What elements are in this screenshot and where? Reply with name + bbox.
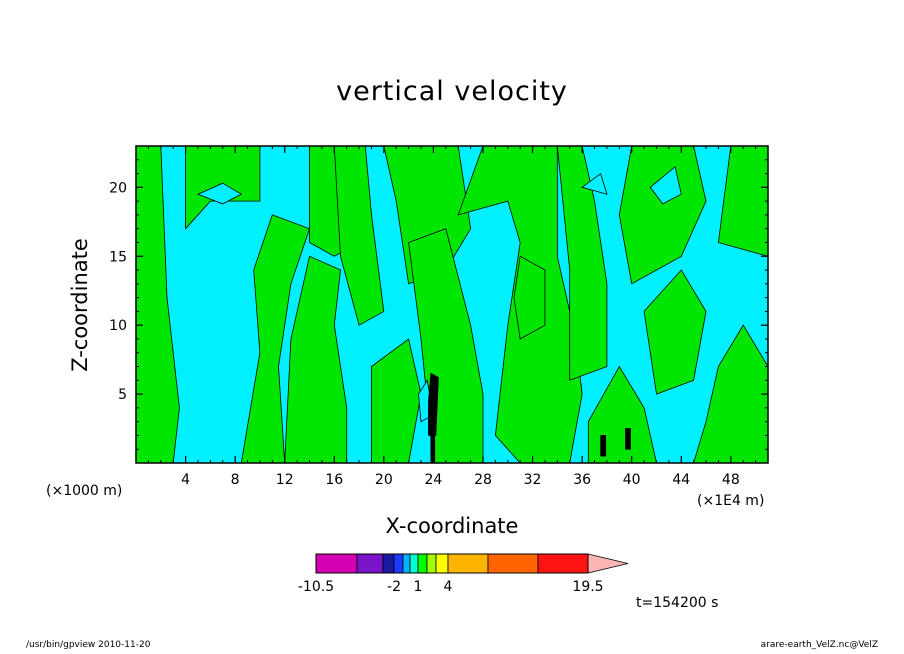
- strong-velocity-region: [428, 372, 439, 436]
- x-tick-label: 28: [474, 472, 492, 488]
- strong-velocity-region: [430, 434, 436, 463]
- footer-program-date: /usr/bin/gpview 2010-11-20: [26, 640, 151, 650]
- strong-velocity-region: [600, 434, 607, 457]
- x-tick-label: 20: [375, 472, 393, 488]
- positive-velocity-region: [240, 214, 311, 463]
- positive-velocity-region: [693, 324, 768, 463]
- colorbar-segment: [537, 553, 589, 574]
- colorbar-tick-label: -2: [387, 579, 401, 595]
- plot-frame: [135, 145, 769, 464]
- weak-velocity-region: [418, 379, 434, 423]
- colorbar-segment: [426, 553, 437, 574]
- positive-velocity-region: [408, 228, 484, 463]
- colorbar-frame: [315, 553, 589, 574]
- x-tick-label: 16: [325, 472, 343, 488]
- colorbar-segment: [417, 553, 428, 574]
- chart-title: vertical velocity: [336, 76, 568, 107]
- x-axis-unit-left: (×1000 m): [46, 483, 123, 499]
- colorbar-tick-label: 4: [444, 579, 453, 595]
- colorbar-segment: [402, 553, 411, 574]
- background-region: [136, 146, 768, 463]
- y-tick-label: 20: [109, 180, 127, 196]
- positive-velocity-region: [717, 146, 768, 257]
- colorbar-tick-label: -10.5: [298, 579, 334, 595]
- colorbar-segment: [409, 553, 419, 574]
- colorbar: -10.5 -2 1 4 19.5: [298, 553, 629, 595]
- x-axis-label: X-coordinate: [385, 514, 519, 538]
- positive-velocity-region: [618, 146, 707, 285]
- positive-velocity-region: [309, 146, 360, 257]
- weak-velocity-region: [196, 182, 243, 205]
- positive-velocity-region: [383, 146, 472, 285]
- positive-velocity-region: [643, 269, 707, 395]
- strong-velocity-region: [625, 428, 631, 450]
- weak-velocity-region: [649, 165, 682, 205]
- x-tick-label: 44: [672, 472, 690, 488]
- positive-velocity-region: [371, 338, 422, 463]
- footer-file-variable: arare-earth_VelZ.nc@VelZ: [760, 640, 878, 650]
- positive-velocity-region: [457, 146, 583, 463]
- x-tick-label: 36: [573, 472, 591, 488]
- x-tick-label: 48: [722, 472, 740, 488]
- plot-area: [136, 146, 768, 463]
- colorbar-segment: [356, 553, 384, 574]
- x-tick-label: 4: [181, 472, 190, 488]
- colorbar-segment: [382, 553, 395, 574]
- positive-velocity-region: [284, 255, 348, 463]
- positive-velocity-region: [185, 146, 261, 230]
- positive-velocity-region: [556, 146, 608, 381]
- x-tick-label: 12: [276, 472, 294, 488]
- time-label: t=154200 s: [636, 595, 719, 611]
- x-tick-label: 24: [424, 472, 442, 488]
- x-tick-label: 40: [623, 472, 641, 488]
- positive-velocity-region: [587, 365, 657, 463]
- colorbar-segment: [393, 553, 404, 574]
- y-tick-label: 15: [109, 249, 127, 265]
- positive-velocity-region: [513, 255, 546, 340]
- positive-velocity-region: [333, 146, 385, 326]
- x-tick-label: 8: [231, 472, 240, 488]
- colorbar-extension-arrow: [587, 553, 629, 574]
- colorbar-segment: [487, 553, 539, 574]
- y-axis-label: Z-coordinate: [68, 238, 92, 372]
- x-tick-label: 32: [524, 472, 542, 488]
- x-axis-unit-right: (×1E4 m): [697, 493, 765, 509]
- weak-velocity-region: [581, 172, 608, 195]
- colorbar-tick-label: 1: [414, 579, 423, 595]
- positive-velocity-region: [136, 146, 180, 463]
- y-tick-label: 5: [118, 387, 127, 403]
- colorbar-segment: [435, 553, 449, 574]
- colorbar-segment: [315, 553, 358, 574]
- colorbar-segment: [447, 553, 489, 574]
- colorbar-tick-label: 19.5: [572, 579, 603, 595]
- y-tick-label: 10: [109, 318, 127, 334]
